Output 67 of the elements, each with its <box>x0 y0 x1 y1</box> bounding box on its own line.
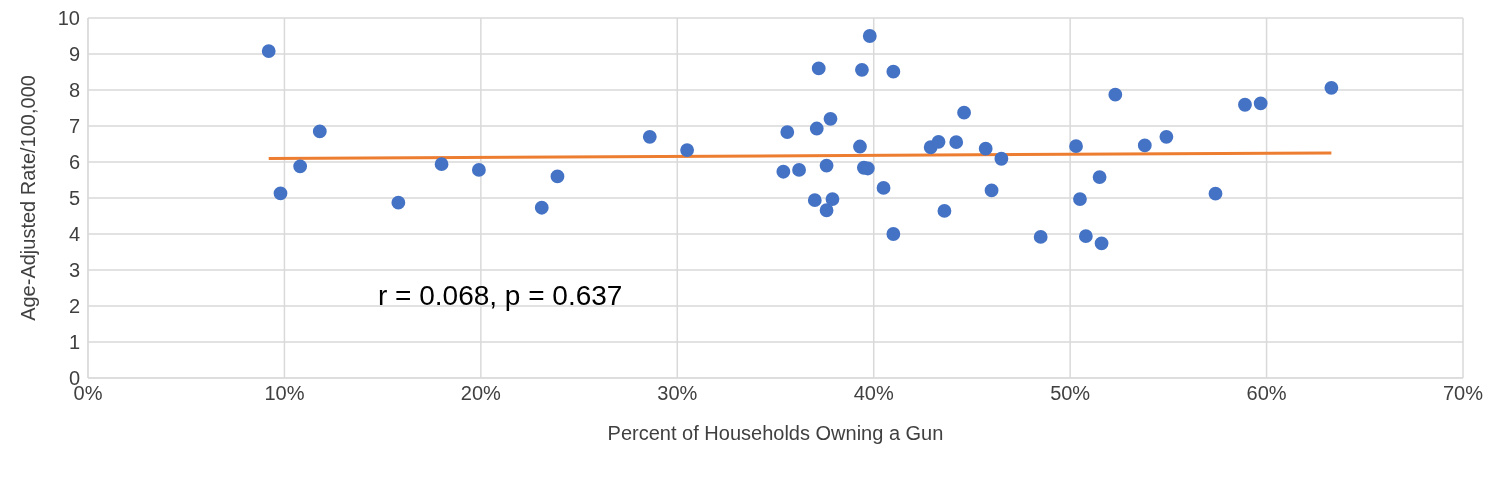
y-tick-label: 6 <box>68 151 80 174</box>
point <box>1159 129 1174 144</box>
x-tick-label: 10% <box>264 382 305 405</box>
point <box>1092 170 1107 185</box>
point <box>1324 80 1339 95</box>
point <box>931 134 946 149</box>
point <box>550 169 565 184</box>
point <box>273 186 288 201</box>
point <box>312 124 327 139</box>
point <box>1033 229 1048 244</box>
y-tick-label: 5 <box>68 187 80 210</box>
y-tick-label: 3 <box>68 259 80 282</box>
point <box>862 29 877 43</box>
point <box>994 151 1009 166</box>
point <box>853 139 867 154</box>
point <box>978 141 993 156</box>
x-tick-label: 40% <box>853 382 894 405</box>
y-tick-label: 4 <box>68 223 80 246</box>
point <box>471 163 486 177</box>
point <box>780 125 795 140</box>
x-tick-label: 20% <box>460 382 502 405</box>
point <box>434 157 449 172</box>
x-tick-label: 50% <box>1050 382 1091 405</box>
point <box>1208 186 1223 201</box>
point <box>937 204 952 218</box>
point <box>1137 138 1152 153</box>
point <box>642 129 657 144</box>
point <box>1073 192 1087 206</box>
point <box>809 121 824 136</box>
x-axis-title: Percent of Households Owning a Gun <box>607 422 944 444</box>
point <box>293 159 308 174</box>
point <box>1069 139 1083 154</box>
point <box>776 164 791 179</box>
y-tick-label: 10 <box>57 7 80 30</box>
x-tick-label: 30% <box>657 382 698 405</box>
point <box>807 193 822 208</box>
point <box>1253 96 1268 111</box>
annotation: r = 0.068, p = 0.637 <box>378 280 623 312</box>
point <box>680 143 695 158</box>
y-tick-label: 1 <box>68 331 80 354</box>
point <box>1078 229 1093 244</box>
point <box>886 227 901 241</box>
point <box>886 64 901 79</box>
y-tick-label: 2 <box>68 295 80 318</box>
x-tick-label: 70% <box>1442 382 1484 405</box>
point <box>391 195 406 210</box>
point <box>825 192 840 206</box>
point <box>792 163 806 177</box>
point <box>1094 236 1109 251</box>
point <box>823 111 838 126</box>
point <box>261 44 276 59</box>
y-axis-title: Age-Adjusted Rate/100,000 <box>17 75 40 321</box>
point <box>1108 87 1123 102</box>
y-tick-label: 8 <box>68 79 80 102</box>
point <box>949 135 964 150</box>
point <box>855 62 869 77</box>
y-tick-label: 9 <box>68 43 80 66</box>
point <box>811 61 826 76</box>
y-tick-label: 7 <box>68 115 80 138</box>
point <box>957 105 971 120</box>
point <box>819 203 834 218</box>
point <box>534 200 549 215</box>
point <box>1238 97 1252 112</box>
point <box>984 183 999 198</box>
point <box>819 158 834 173</box>
point <box>876 181 891 195</box>
x-tick-label: 60% <box>1246 382 1287 405</box>
